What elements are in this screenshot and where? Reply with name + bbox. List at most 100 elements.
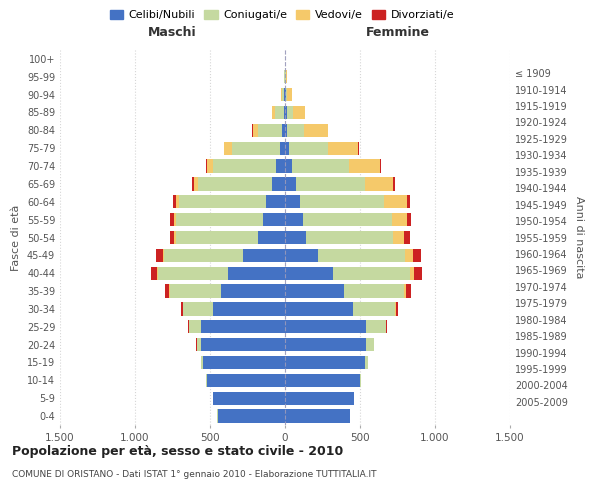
Bar bbox=[409, 266, 414, 280]
Bar bbox=[282, 124, 285, 137]
Bar bbox=[349, 160, 380, 173]
Bar bbox=[163, 248, 243, 262]
Bar bbox=[287, 124, 304, 137]
Bar bbox=[380, 160, 382, 173]
Bar bbox=[232, 142, 280, 155]
Bar bbox=[285, 356, 365, 369]
Bar bbox=[285, 338, 366, 351]
Bar bbox=[151, 266, 157, 280]
Bar bbox=[258, 124, 282, 137]
Bar bbox=[156, 248, 163, 262]
Bar bbox=[318, 248, 405, 262]
Bar bbox=[404, 284, 406, 298]
Legend: Celibi/Nubili, Coniugati/e, Vedovi/e, Divorziati/e: Celibi/Nubili, Coniugati/e, Vedovi/e, Di… bbox=[106, 6, 458, 25]
Text: Maschi: Maschi bbox=[148, 26, 197, 40]
Bar bbox=[175, 231, 176, 244]
Bar bbox=[285, 195, 300, 208]
Bar bbox=[285, 213, 303, 226]
Bar bbox=[285, 231, 306, 244]
Bar bbox=[206, 374, 207, 387]
Bar bbox=[201, 356, 203, 369]
Bar bbox=[176, 231, 258, 244]
Bar bbox=[170, 284, 221, 298]
Bar bbox=[265, 195, 285, 208]
Bar bbox=[285, 124, 287, 137]
Bar bbox=[207, 160, 213, 173]
Bar bbox=[286, 88, 287, 102]
Bar bbox=[213, 160, 276, 173]
Bar bbox=[173, 195, 176, 208]
Bar bbox=[176, 213, 263, 226]
Bar bbox=[253, 124, 258, 137]
Bar bbox=[176, 195, 179, 208]
Bar bbox=[296, 177, 365, 190]
Bar bbox=[358, 142, 359, 155]
Bar bbox=[406, 284, 410, 298]
Bar bbox=[293, 106, 305, 119]
Bar bbox=[183, 302, 213, 316]
Bar bbox=[174, 213, 176, 226]
Bar bbox=[333, 266, 409, 280]
Bar bbox=[285, 374, 360, 387]
Bar bbox=[198, 177, 271, 190]
Bar bbox=[157, 266, 228, 280]
Bar bbox=[201, 320, 285, 334]
Bar bbox=[287, 88, 292, 102]
Bar bbox=[205, 160, 207, 173]
Bar bbox=[285, 106, 287, 119]
Bar bbox=[285, 142, 289, 155]
Bar bbox=[285, 266, 333, 280]
Bar bbox=[292, 160, 349, 173]
Bar bbox=[285, 160, 292, 173]
Bar bbox=[393, 231, 404, 244]
Bar bbox=[207, 374, 285, 387]
Bar bbox=[407, 195, 409, 208]
Bar bbox=[285, 284, 343, 298]
Y-axis label: Fasce di età: Fasce di età bbox=[11, 204, 21, 270]
Bar bbox=[218, 410, 285, 423]
Bar bbox=[263, 213, 285, 226]
Bar bbox=[353, 302, 395, 316]
Bar bbox=[300, 195, 384, 208]
Bar bbox=[203, 356, 285, 369]
Bar bbox=[221, 284, 285, 298]
Bar bbox=[276, 160, 285, 173]
Bar bbox=[407, 213, 411, 226]
Bar bbox=[284, 88, 285, 102]
Bar bbox=[404, 231, 409, 244]
Bar bbox=[284, 106, 285, 119]
Y-axis label: Anni di nascita: Anni di nascita bbox=[574, 196, 584, 279]
Bar bbox=[243, 248, 285, 262]
Bar bbox=[213, 392, 285, 405]
Bar bbox=[224, 142, 232, 155]
Bar bbox=[365, 177, 393, 190]
Bar bbox=[304, 124, 328, 137]
Bar bbox=[396, 302, 398, 316]
Bar bbox=[414, 266, 421, 280]
Bar bbox=[303, 213, 392, 226]
Text: Popolazione per età, sesso e stato civile - 2010: Popolazione per età, sesso e stato civil… bbox=[12, 445, 343, 458]
Bar bbox=[285, 88, 286, 102]
Bar bbox=[280, 142, 285, 155]
Bar bbox=[285, 392, 354, 405]
Bar bbox=[170, 231, 175, 244]
Bar bbox=[189, 320, 201, 334]
Bar bbox=[405, 248, 413, 262]
Bar bbox=[201, 338, 285, 351]
Bar bbox=[285, 410, 349, 423]
Bar bbox=[360, 374, 361, 387]
Text: Femmine: Femmine bbox=[365, 26, 430, 40]
Bar bbox=[166, 284, 169, 298]
Bar bbox=[366, 338, 373, 351]
Bar bbox=[289, 142, 328, 155]
Bar bbox=[384, 195, 407, 208]
Text: COMUNE DI ORISTANO - Dati ISTAT 1° gennaio 2010 - Elaborazione TUTTITALIA.IT: COMUNE DI ORISTANO - Dati ISTAT 1° genna… bbox=[12, 470, 377, 479]
Bar bbox=[181, 302, 183, 316]
Bar bbox=[306, 231, 393, 244]
Bar bbox=[365, 356, 367, 369]
Bar bbox=[213, 302, 285, 316]
Bar bbox=[343, 284, 404, 298]
Bar bbox=[286, 70, 287, 84]
Bar bbox=[287, 106, 293, 119]
Bar bbox=[413, 248, 421, 262]
